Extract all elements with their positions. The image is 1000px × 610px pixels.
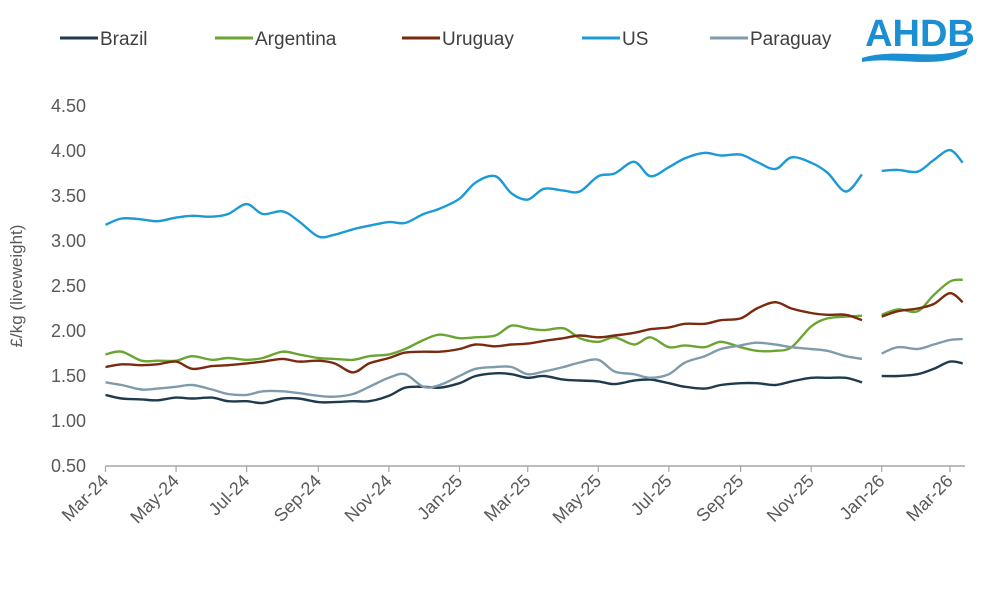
logo-wave: [862, 48, 968, 62]
legend-label: Brazil: [100, 29, 148, 50]
legend-item-uruguay: Uruguay: [402, 29, 514, 50]
y-tick-label: 4.00: [51, 141, 86, 161]
legend-item-argentina: Argentina: [215, 29, 337, 50]
logo-text: AHDB: [865, 13, 975, 55]
x-tick-label: Jan-26: [835, 471, 888, 524]
y-tick-label: 2.00: [51, 321, 86, 341]
x-tick-label: Jul-24: [205, 471, 254, 520]
y-tick-label: 3.50: [51, 186, 86, 206]
x-tick-label: Mar-26: [902, 471, 956, 525]
x-axis: Mar-24 May-24 Jul-24 Sep-24 Nov-24 Jan-25 Mar-…: [58, 465, 965, 528]
y-tick-label: 2.50: [51, 276, 86, 296]
y-tick-label: 3.00: [51, 231, 86, 251]
series-line-argentina: [881, 278, 963, 316]
x-tick-label: Nov-24: [341, 471, 396, 526]
y-tick-label: 1.00: [51, 411, 86, 431]
y-tick-label: 0.50: [51, 456, 86, 476]
x-tick-label: Mar-24: [58, 471, 112, 525]
legend-label: Paraguay: [750, 29, 832, 50]
y-axis-label: £/kg (liveweight): [7, 225, 26, 348]
ahdb-logo: AHDB: [862, 13, 975, 62]
x-tick-label: May-24: [126, 471, 183, 528]
series-line-uruguay: [105, 301, 863, 374]
y-tick-label: 4.50: [51, 96, 86, 116]
legend-item-brazil: Brazil: [60, 29, 148, 50]
y-axis: 0.50 1.00 1.50 2.00 2.50 3.00 3.50 4.00 4.50: [51, 96, 86, 476]
series-line-brazil: [105, 372, 863, 405]
legend-label: US: [622, 29, 648, 50]
series-lines: [105, 148, 964, 405]
series-line-paraguay: [105, 341, 863, 398]
series-line-brazil: [881, 360, 963, 378]
series-line-paraguay: [881, 337, 963, 355]
x-tick-label: Mar-25: [480, 471, 534, 525]
x-tick-label: Jul-25: [627, 471, 676, 520]
legend-label: Argentina: [255, 29, 337, 50]
series-line-argentina: [105, 314, 863, 363]
series-line-us: [881, 148, 964, 174]
series-line-uruguay: [881, 292, 964, 318]
legend-item-paraguay: Paraguay: [710, 29, 832, 50]
x-tick-label: Nov-25: [763, 471, 818, 526]
x-tick-label: Sep-24: [270, 471, 325, 526]
series-line-us: [105, 151, 863, 239]
legend-label: Uruguay: [442, 29, 514, 50]
legend: Brazil Argentina Uruguay US Paraguay: [60, 29, 832, 50]
x-tick-label: Jan-25: [413, 471, 466, 524]
x-tick-label: Sep-25: [692, 471, 747, 526]
y-tick-label: 1.50: [51, 366, 86, 386]
x-tick-label: May-25: [549, 471, 606, 528]
legend-item-us: US: [582, 29, 648, 50]
